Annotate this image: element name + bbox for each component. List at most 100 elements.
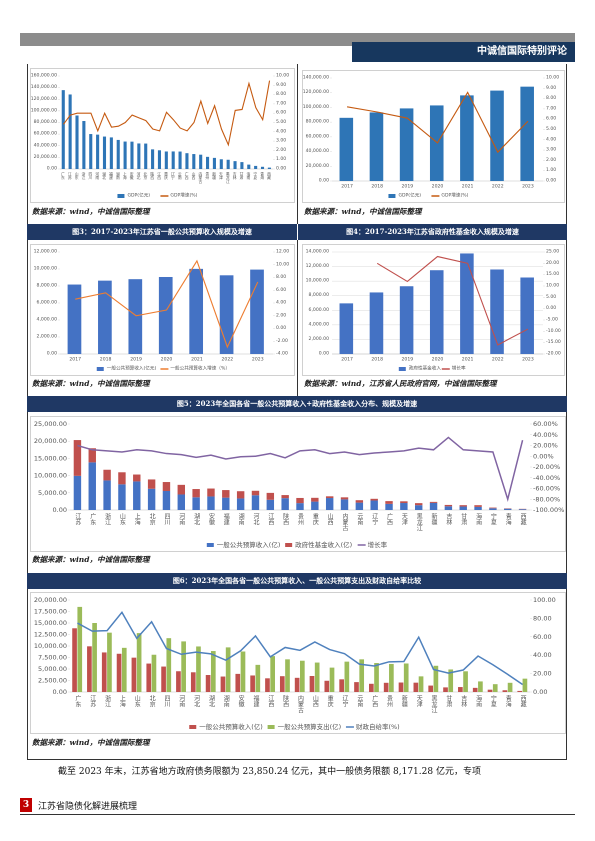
bar	[176, 671, 181, 692]
y-tick-label: 17,500.00	[34, 608, 67, 616]
bar	[192, 154, 196, 169]
bar	[492, 684, 498, 692]
y2-tick-label: 1.00	[276, 156, 286, 162]
y-tick-label: 40,000.00	[306, 148, 329, 154]
bar	[157, 150, 162, 169]
y-tick-label: 10,000.00	[34, 472, 67, 480]
bar	[296, 497, 304, 504]
x-tick-label: 2018	[100, 357, 112, 363]
y-tick-label: 4,000.00	[309, 321, 330, 327]
x-tick-label: 福建	[108, 171, 114, 180]
bar	[118, 472, 126, 485]
y-tick-label: 25,000.00	[34, 420, 67, 428]
bar	[325, 498, 334, 510]
y2-tick-label: -4.00	[276, 351, 288, 357]
bar	[444, 504, 453, 507]
bar	[339, 117, 354, 181]
y2-tick-label: 6.00	[276, 287, 286, 293]
x-tick-label: 安徽	[237, 694, 244, 708]
y2-tick-label: 10.00	[276, 261, 289, 267]
bar	[444, 506, 453, 510]
bar	[344, 661, 350, 692]
y2-tick-label: 0.00	[276, 166, 286, 172]
x-tick-label: 江西	[267, 695, 274, 708]
bar	[429, 501, 438, 503]
bar	[355, 500, 364, 503]
bar	[158, 276, 173, 354]
bar	[279, 676, 285, 692]
bar	[448, 669, 454, 692]
y2-tick-label: 4.00	[276, 300, 286, 306]
x-tick-label: 甘肃	[239, 171, 245, 180]
chart: 0.00 2,000.00 4,000.00 6,000.00 8,000.00 10,0…	[302, 244, 565, 376]
y-tick-label: 100,000.00	[31, 107, 57, 113]
x-tick-label: 甘肃	[460, 512, 467, 526]
y2-tick-label: -60.00%	[533, 485, 560, 493]
y-tick-label: 7,500.00	[38, 654, 67, 662]
y-tick-label: 140,000.00	[303, 75, 329, 81]
bar	[190, 672, 196, 692]
bar	[151, 654, 157, 692]
chart-frame	[30, 244, 295, 376]
y2-tick-label: 5.00	[546, 126, 556, 132]
x-tick-label: 甘肃	[445, 694, 452, 708]
bar	[281, 498, 289, 510]
y2-tick-label: 7.00	[276, 100, 286, 106]
x-tick-label: 海南	[475, 694, 482, 707]
bar	[162, 490, 171, 510]
legend-label: GDP(亿元)	[127, 192, 150, 199]
bar	[266, 499, 275, 510]
bar	[225, 647, 231, 692]
bar	[311, 501, 319, 510]
x-tick-label: 海南	[475, 512, 482, 525]
bar	[460, 95, 474, 181]
footer-line	[20, 814, 575, 815]
x-tick-label: 宁夏	[489, 694, 496, 707]
x-tick-label: 上海	[133, 512, 140, 526]
source: 数据来源：wind，中诚信国际整理	[304, 207, 422, 216]
x-tick-label: 广西	[184, 171, 190, 180]
y2-tick-label: 5.00	[546, 294, 556, 300]
bar	[101, 652, 107, 692]
x-tick-label: 北京	[148, 512, 155, 526]
y-tick-label: 6,000.00	[37, 300, 58, 306]
y2-tick-label: 25.00	[546, 249, 559, 255]
legend-label: 一般公共预算收入(亿)	[217, 540, 281, 549]
bar	[504, 508, 512, 510]
x-tick-label: 重庆	[311, 512, 318, 526]
x-tick-label: 青海	[260, 171, 266, 180]
bar	[433, 665, 439, 692]
x-tick-label: 湖北	[207, 694, 214, 708]
x-tick-label: 2019	[130, 357, 142, 363]
bar	[429, 270, 444, 354]
bar	[233, 161, 237, 169]
x-tick-label: 2021	[462, 184, 474, 190]
x-tick-label: 海南	[246, 171, 252, 180]
bar	[123, 141, 127, 169]
y2-tick-label: 0.00	[276, 325, 286, 331]
x-tick-label: 2017	[341, 184, 353, 190]
bar	[250, 675, 255, 692]
y2-tick-label: 80.00	[533, 614, 552, 622]
source: 数据来源：wind，中诚信国际整理	[32, 555, 150, 564]
y-tick-label: 12,500.00	[34, 631, 67, 639]
bar	[92, 623, 97, 692]
y-tick-label: 20,000.00	[34, 437, 67, 445]
bar	[98, 280, 112, 354]
x-tick-label: 山西	[326, 512, 333, 526]
bar	[226, 159, 230, 169]
x-tick-label: 福建	[252, 694, 259, 708]
x-tick-label: 吉林	[460, 695, 467, 708]
body-text: 截至 2023 年末，江苏省地方政府债务限额为 23,850.24 亿元，其中一…	[58, 767, 481, 777]
bar	[472, 687, 478, 692]
x-tick-label: 山东	[118, 512, 125, 525]
bar	[399, 108, 414, 181]
y2-tick-label: 20.00	[546, 260, 559, 266]
x-tick-label: 天津	[400, 513, 407, 526]
x-tick-label: 贵州	[386, 694, 393, 707]
bar	[171, 151, 175, 169]
y2-tick-label: 60.00	[533, 633, 552, 641]
line	[75, 259, 259, 349]
y-tick-label: 20,000.00	[306, 163, 329, 169]
bar	[236, 498, 245, 510]
